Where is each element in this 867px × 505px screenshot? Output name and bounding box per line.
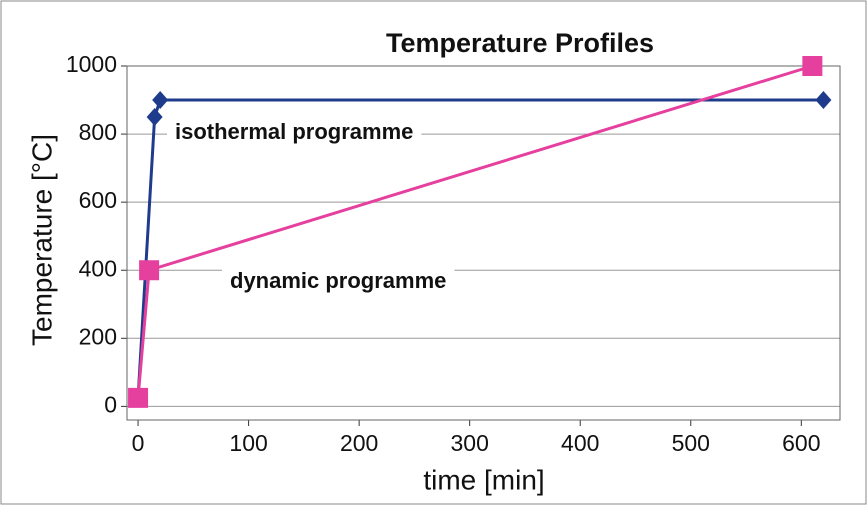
y-tick-label: 200 [79,323,117,349]
series-line [136,98,824,398]
x-tick-label: 400 [561,430,599,456]
y-tick-label: 400 [79,255,117,281]
plot-frame [126,65,841,421]
x-tick-label: 0 [132,430,145,456]
x-tick-label: 100 [229,430,267,456]
x-axis-label: time [min] [423,464,544,495]
x-tick-label: 600 [782,430,820,456]
x-tick-label: 500 [672,430,710,456]
marker [802,56,823,76]
series-label: isothermal programme [175,119,413,144]
y-tick-label: 0 [104,391,117,417]
marker [815,91,832,110]
label-background [222,266,455,298]
y-tick-label: 1000 [66,51,117,77]
marker [128,387,149,408]
y-axis-label: Temperature [°C] [26,134,57,346]
marker [146,108,163,127]
y-tick-label: 600 [79,187,117,213]
series-label: dynamic programme [230,268,446,293]
x-tick-label: 200 [340,430,378,456]
marker [139,260,160,281]
x-tick-label: 300 [450,430,488,456]
marker [152,91,169,110]
chart-title: Temperature Profiles [386,28,654,58]
y-tick-label: 800 [79,119,117,145]
label-background [167,117,422,149]
